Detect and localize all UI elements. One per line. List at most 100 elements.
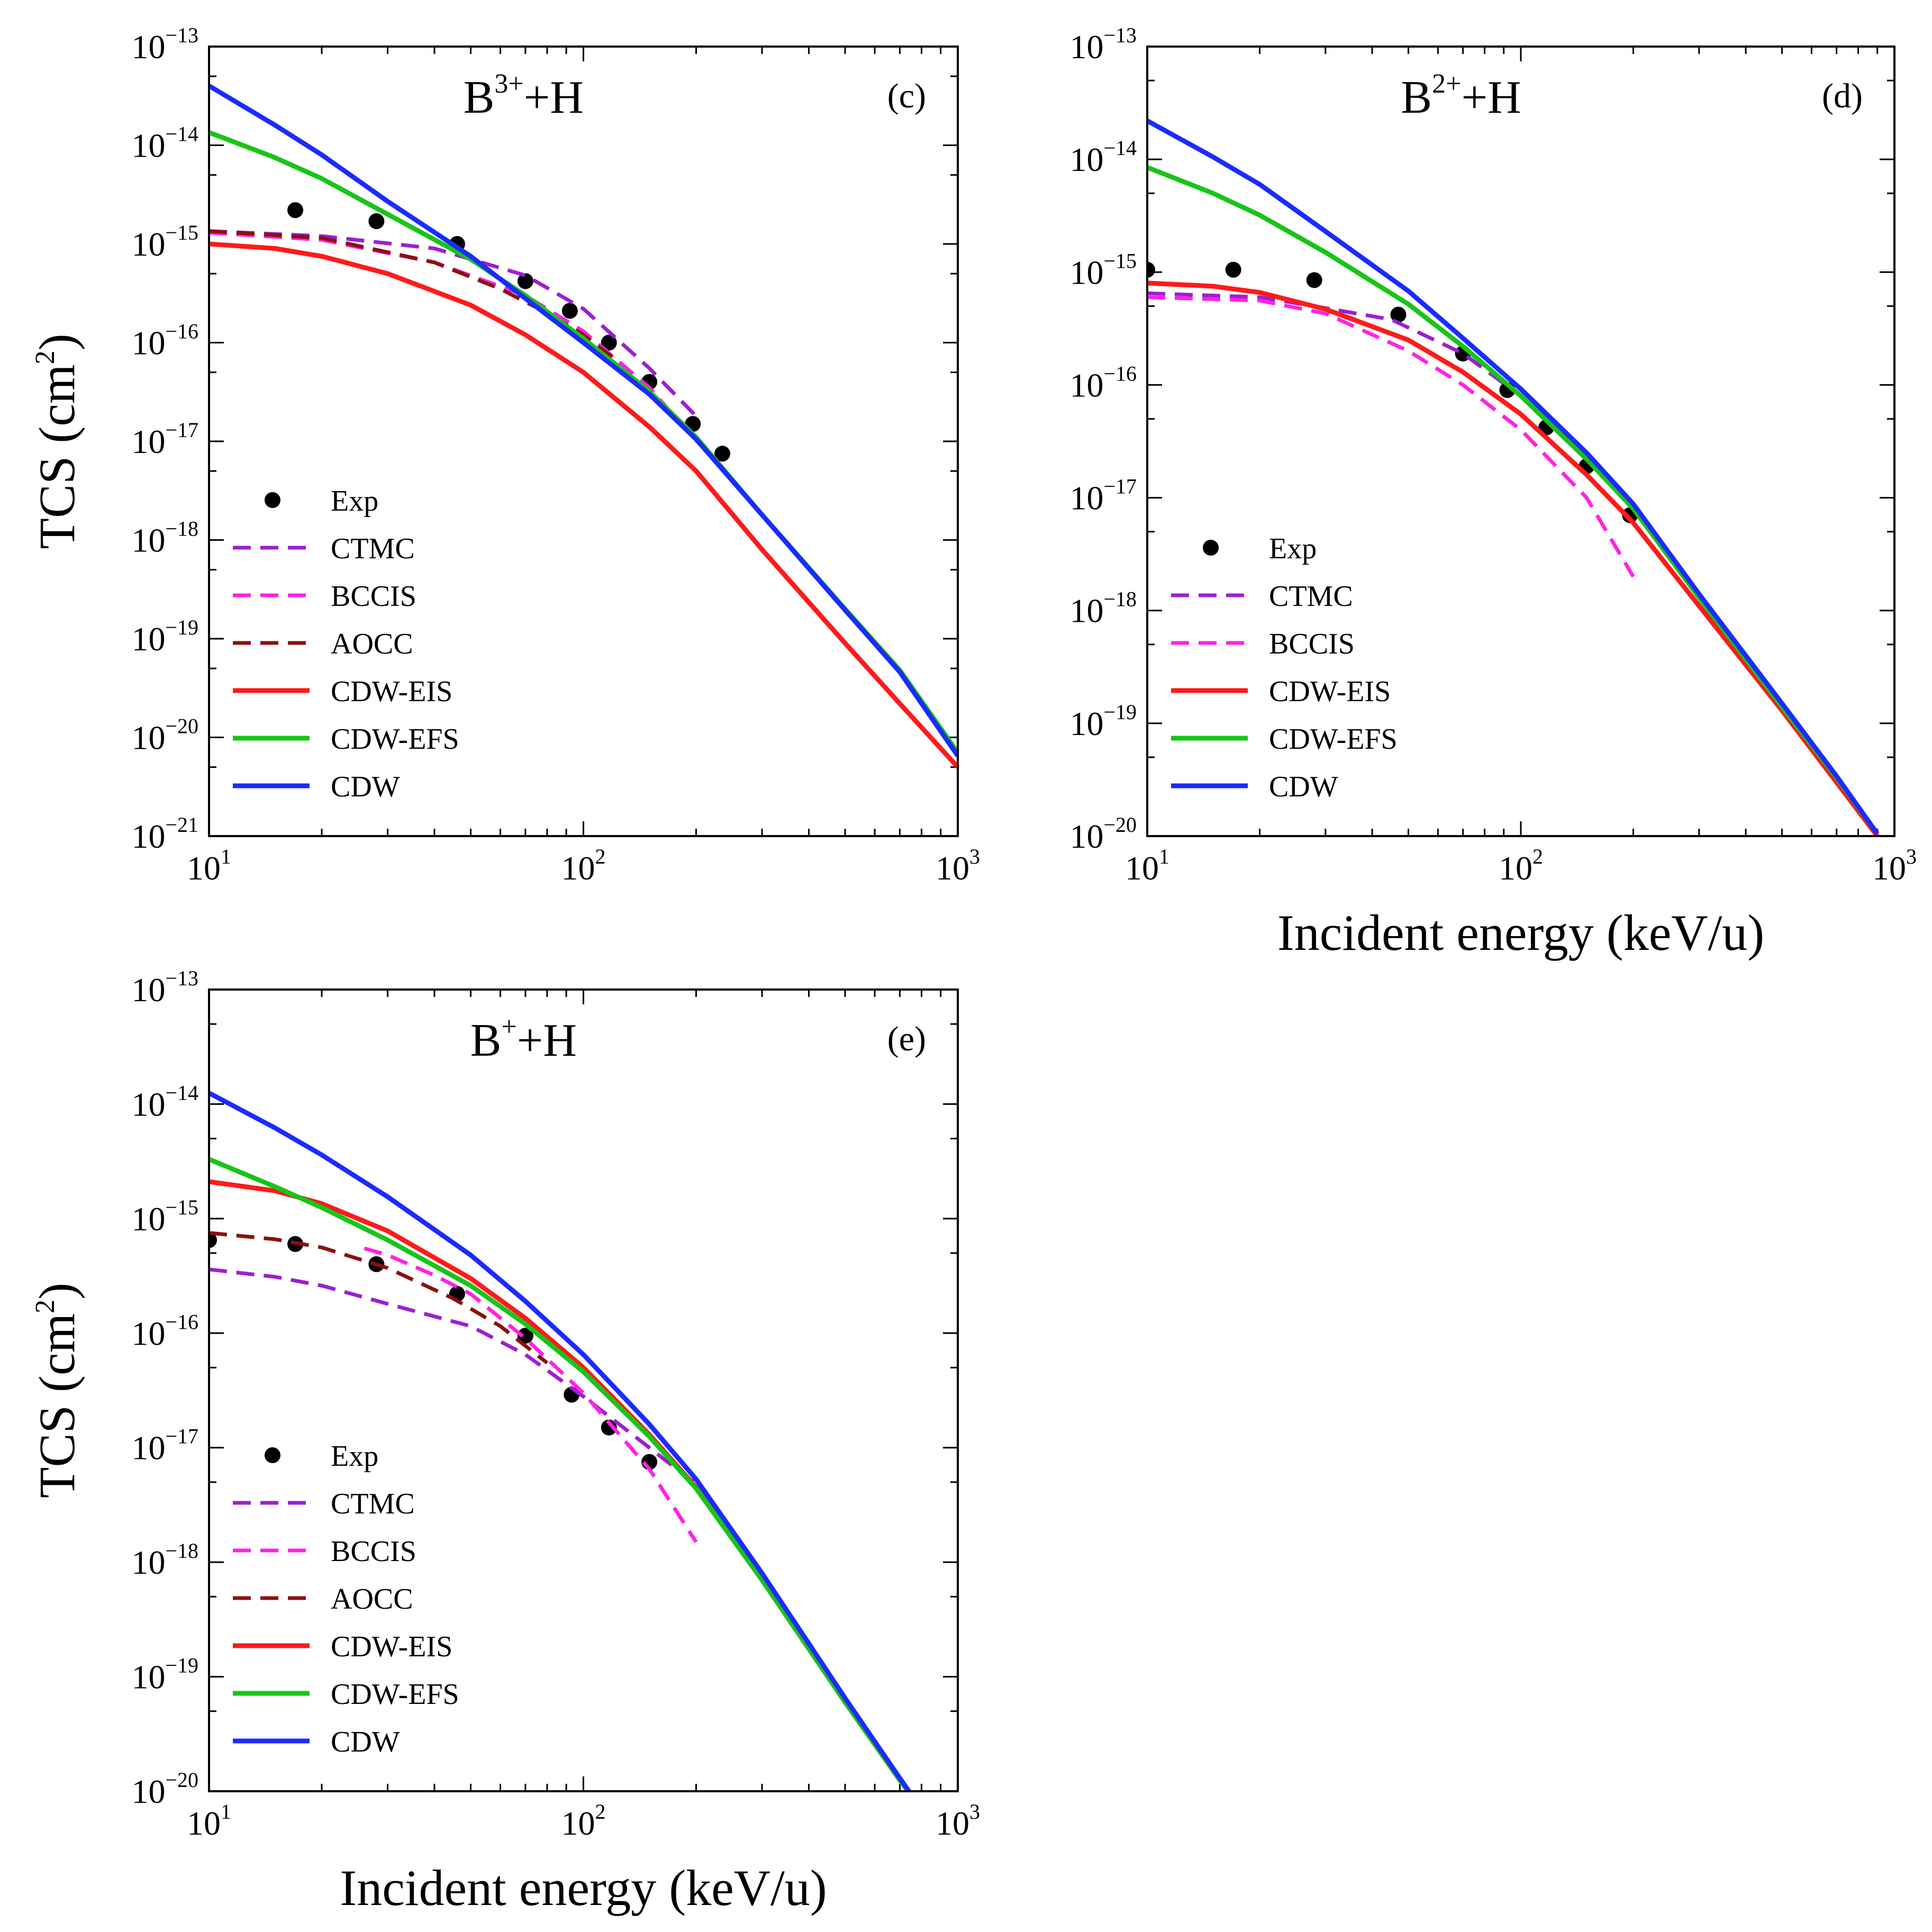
legend-marker-exp: [265, 492, 280, 508]
legend-label-bccis: BCCIS: [1269, 628, 1355, 660]
legend-label-bccis: BCCIS: [331, 1535, 416, 1568]
data-point-exp: [517, 1328, 533, 1344]
y-tick-label: 10−14: [1069, 136, 1137, 178]
panel-label: (d): [1822, 77, 1863, 115]
legend-label-cdw: CDW: [331, 1726, 400, 1758]
legend-label-cdw-eis: CDW-EIS: [331, 675, 452, 708]
y-tick-label: 10−18: [1069, 587, 1137, 630]
x-tick-label: 101: [1125, 845, 1169, 887]
panel-label: (e): [887, 1020, 926, 1058]
plot-frame: [208, 988, 959, 1792]
y-tick-label: 10−21: [131, 813, 198, 855]
y-tick-label: 10−20: [131, 1768, 198, 1810]
legend-label-ctmc: CTMC: [331, 532, 415, 565]
series-line-aocc: [209, 1231, 549, 1365]
data-point-exp: [1225, 261, 1241, 278]
legend-label-aocc: AOCC: [331, 1583, 413, 1616]
series-line-bccis: [364, 1246, 698, 1543]
x-tick-label: 103: [936, 1800, 980, 1842]
series-line-cdw-efs: [209, 130, 958, 754]
legend-label-cdw: CDW: [1269, 770, 1338, 803]
legend: Exp CTMC BCCIS AOCC CDW-EIS CDW-EFS CDW: [233, 1440, 459, 1758]
data-point-exp: [517, 273, 533, 289]
y-tick-label: 10−16: [1069, 361, 1137, 404]
data-point-exp: [601, 334, 617, 351]
y-tick-label: 10−18: [131, 1539, 198, 1581]
y-tick-label: 10−18: [131, 517, 198, 559]
y-tick-label: 10−19: [131, 615, 198, 658]
x-tick-label: 101: [187, 1800, 231, 1842]
x-tick-label: 103: [1872, 845, 1917, 887]
legend-label-bccis: BCCIS: [331, 580, 416, 613]
panel-title: B2++H: [1401, 69, 1521, 123]
y-tick-label: 10−15: [1069, 249, 1137, 291]
legend: Exp CTMC BCCIS CDW-EIS CDW-EFS CDW: [1171, 532, 1398, 803]
series-line-ctmc: [209, 1267, 697, 1486]
series-line-cdw: [1147, 119, 1880, 836]
y-axis-label: TCS (cm2): [29, 1283, 85, 1498]
panel-d: 101 102 103 10−20 10−19 10−18 10−17 10−16 10−15 1…: [1069, 23, 1917, 961]
data-point-exp: [287, 202, 304, 219]
plot-frame: [1146, 46, 1895, 837]
series-line-cdw: [209, 1091, 912, 1791]
legend-label-cdw-efs: CDW-EFS: [331, 1678, 459, 1711]
series-line-cdw-eis: [1147, 280, 1880, 836]
y-tick-label: 10−19: [1069, 700, 1137, 742]
x-tick-label: 103: [936, 845, 980, 887]
legend-label-cdw-efs: CDW-EFS: [331, 723, 459, 756]
legend-label-exp: Exp: [331, 485, 378, 518]
legend: Exp CTMC BCCIS AOCC CDW-EIS CDW-EFS CDW: [233, 485, 459, 803]
y-tick-label: 10−16: [131, 320, 198, 362]
legend-label-cdw-eis: CDW-EIS: [331, 1630, 452, 1663]
data-point-exp: [601, 1419, 617, 1436]
y-tick-label: 10−14: [131, 122, 198, 165]
data-point-exp: [1147, 261, 1155, 278]
y-tick-label: 10−17: [131, 1425, 198, 1467]
x-tick-label: 101: [187, 845, 231, 887]
series-exp: [209, 1232, 658, 1470]
legend-label-ctmc: CTMC: [1269, 580, 1353, 613]
series-line-ctmc: [209, 229, 698, 418]
series-line-cdw-eis: [209, 1179, 911, 1791]
data-point-exp: [209, 1232, 217, 1248]
legend-label-cdw-eis: CDW-EIS: [1269, 675, 1391, 708]
legend-label-exp: Exp: [1269, 532, 1317, 565]
legend-label-cdw-efs: CDW-EFS: [1269, 723, 1398, 756]
legend-label-ctmc: CTMC: [331, 1487, 415, 1520]
series-line-cdw-efs: [1147, 165, 1880, 836]
x-tick-label: 102: [561, 845, 606, 887]
series-line-bccis: [1147, 295, 1635, 578]
legend-label-exp: Exp: [331, 1440, 378, 1473]
y-tick-label: 10−13: [131, 23, 198, 66]
y-tick-label: 10−14: [131, 1081, 198, 1123]
data-point-exp: [714, 446, 731, 462]
data-point-exp: [561, 303, 578, 319]
panel-label: (c): [887, 77, 926, 115]
y-tick-label: 10−17: [1069, 475, 1137, 517]
x-axis-label: Incident energy (keV/u): [1277, 904, 1765, 961]
data-point-exp: [368, 213, 385, 230]
panel-title: B3++H: [464, 69, 584, 123]
plot-frame: [208, 46, 959, 837]
x-axis-label: Incident energy (keV/u): [340, 1860, 827, 1916]
y-tick-label: 10−13: [1069, 23, 1137, 66]
series-line-aocc: [209, 229, 614, 360]
series-line-bccis: [209, 231, 698, 443]
legend-label-cdw: CDW: [331, 770, 400, 803]
data-point-exp: [1390, 306, 1407, 323]
y-tick-label: 10−13: [131, 966, 198, 1009]
data-point-exp: [1306, 272, 1322, 288]
legend-marker-exp: [1203, 540, 1219, 556]
x-tick-label: 102: [561, 1800, 606, 1842]
x-tick-label: 102: [1499, 845, 1543, 887]
series-line-cdw-eis: [209, 241, 958, 769]
legend-marker-exp: [265, 1447, 280, 1463]
y-tick-label: 10−20: [1069, 813, 1137, 855]
panel-e: 101 102 103 10−20 10−19 10−18 10−17 10−16 10−15 1…: [29, 966, 980, 1916]
y-tick-label: 10−16: [131, 1310, 198, 1352]
series-line-cdw-efs: [209, 1157, 911, 1791]
panel-c: 101 102 103 10−21 10−20 10−19 10−18 10−17 10−16 1…: [29, 23, 980, 887]
y-tick-label: 10−19: [131, 1654, 198, 1696]
series-line-ctmc: [1147, 291, 1635, 510]
